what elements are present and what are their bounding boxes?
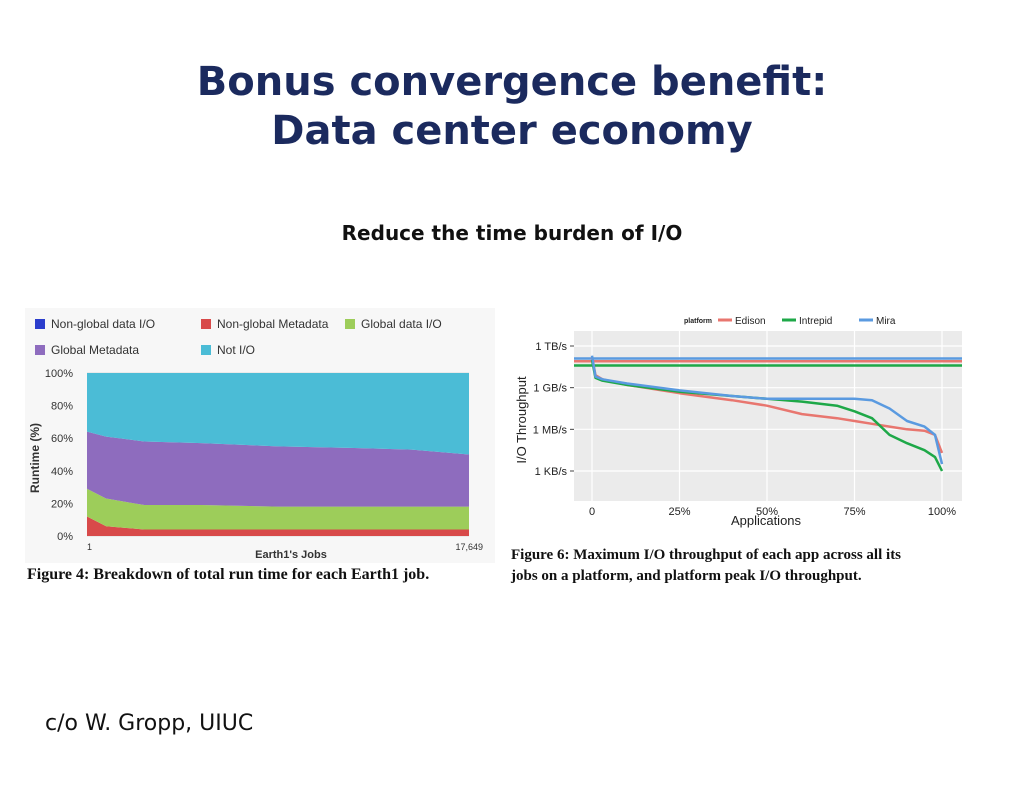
figure6-legend: platform Edison Intrepid Mira (684, 316, 896, 327)
legend-label-mira: Mira (876, 316, 896, 327)
figure6-chart: platform Edison Intrepid Mira 1 KB/s1 MB/s1… (508, 310, 968, 532)
slide-title-line2: Data center economy (271, 108, 753, 154)
y-tick-label: 1 MB/s (533, 424, 568, 436)
legend-swatch-3 (35, 345, 45, 355)
figure6-caption: Figure 6: Maximum I/O throughput of each… (511, 545, 991, 587)
y-tick-label: 60% (51, 433, 73, 445)
area-non-global-metadata (87, 516, 469, 536)
legend-label-1: Non-global Metadata (217, 317, 329, 331)
legend-swatch-1 (201, 319, 211, 329)
figure4-ylabel: Runtime (%) (28, 423, 42, 493)
legend-swatch-4 (201, 345, 211, 355)
figure4-legend: Non-global data I/O Non-global Metadata Gl… (35, 317, 442, 357)
figure4-caption: Figure 4: Breakdown of total run time fo… (27, 566, 430, 583)
figure4-areas (87, 373, 469, 536)
legend-label-0: Non-global data I/O (51, 317, 155, 331)
y-tick-label: 40% (51, 466, 73, 478)
figure4-chart: Non-global data I/O Non-global Metadata Gl… (25, 308, 495, 563)
y-tick-label: 100% (45, 368, 73, 380)
legend-swatch-2 (345, 319, 355, 329)
x-tick-label: 25% (668, 506, 690, 518)
y-tick-label: 1 GB/s (533, 383, 567, 395)
x-tick-label: 100% (928, 506, 956, 518)
y-tick-label: 80% (51, 401, 73, 413)
figure6-caption-line1: Figure 6: Maximum I/O throughput of each… (511, 547, 902, 563)
y-tick-label: 1 TB/s (535, 341, 567, 353)
figure4-axes: 0% 20% 40% 60% 80% 100% 1 17,649 (45, 368, 483, 552)
credit-text: c/o W. Gropp, UIUC (45, 711, 254, 736)
figure6-xlabel: Applications (731, 513, 802, 528)
area-not-i-o (87, 373, 469, 455)
figure6-axes: 1 KB/s 1 MB/s 1 GB/s 1 TB/s 0 25% 50% 75% 100% (533, 341, 957, 518)
x-tick-label: 1 (87, 542, 92, 552)
legend-label-2: Global data I/O (361, 317, 442, 331)
legend-label-intrepid: Intrepid (799, 316, 832, 327)
legend-label-4: Not I/O (217, 343, 255, 357)
series-line-mira (590, 355, 944, 465)
y-tick-label: 0% (57, 531, 73, 543)
figure6-plot-panel (574, 331, 962, 501)
area-global-data-i-o (87, 488, 469, 530)
slide-title-line1: Bonus convergence benefit: (196, 59, 828, 105)
legend-title: platform (684, 318, 712, 325)
y-tick-label: 20% (51, 498, 73, 510)
figure6-gridlines (574, 331, 962, 501)
legend-label-edison: Edison (735, 316, 766, 327)
x-tick-label: 0 (589, 506, 595, 518)
series-line-intrepid (590, 359, 944, 472)
y-tick-label: 1 KB/s (535, 466, 568, 478)
area-global-metadata (87, 431, 469, 507)
slide-title: Bonus convergence benefit: Data center e… (0, 58, 1024, 156)
figure6-ylabel: I/O Throughput (514, 376, 529, 464)
legend-swatch-0 (35, 319, 45, 329)
x-tick-label: 17,649 (455, 542, 483, 552)
figure4-xlabel: Earth1's Jobs (255, 549, 327, 561)
legend-label-3: Global Metadata (51, 343, 139, 357)
figure6-lines (574, 355, 962, 472)
x-tick-label: 75% (843, 506, 865, 518)
x-tick-label: 50% (756, 506, 778, 518)
figure6-caption-line2: jobs on a platform, and platform peak I/… (511, 568, 862, 584)
slide-subtitle: Reduce the time burden of I/O (341, 221, 683, 245)
